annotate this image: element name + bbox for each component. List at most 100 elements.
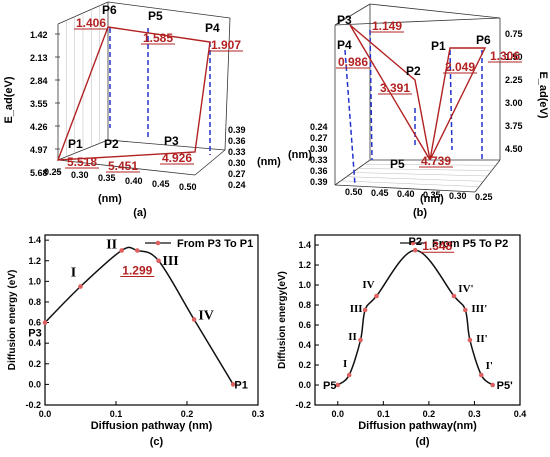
data-point bbox=[490, 382, 495, 388]
panel-label: (b) bbox=[413, 207, 427, 219]
point-label: I bbox=[343, 358, 347, 370]
panel-label: (a) bbox=[133, 207, 147, 219]
x-tick-label: 0.40 bbox=[397, 189, 415, 199]
frame-edge bbox=[194, 149, 226, 176]
point-value-p1: 2.049 bbox=[445, 60, 475, 74]
z-tick-label: 3.75 bbox=[505, 121, 523, 131]
legend-label: From P3 To P1 bbox=[177, 238, 253, 250]
x-tick-label: 0.4 bbox=[514, 409, 527, 419]
x-tick-label: 0.30 bbox=[71, 170, 89, 180]
x-tick-label: 0.25 bbox=[44, 167, 62, 177]
point-label-p2: P2 bbox=[406, 64, 421, 78]
x-tick-label: 0.2 bbox=[423, 409, 436, 419]
z-tick-label: 0.75 bbox=[505, 29, 523, 39]
y-axis-title: (nm) bbox=[257, 156, 281, 168]
x-tick-label: 0.45 bbox=[371, 188, 389, 198]
z-axis-title: E_ad(eV) bbox=[537, 71, 549, 118]
point-value-p5: 1.585 bbox=[143, 31, 173, 45]
diffusion-path bbox=[349, 24, 431, 161]
z-axis-title: E_ad(eV) bbox=[3, 76, 15, 123]
diffusion-path bbox=[56, 26, 211, 161]
point-value-p5: 4.739 bbox=[421, 154, 451, 168]
data-point bbox=[119, 248, 124, 253]
z-tick-label: 3.00 bbox=[505, 98, 523, 108]
y-tick-label: 0.39 bbox=[310, 177, 328, 187]
data-point bbox=[374, 293, 379, 299]
y-tick-label: 0.36 bbox=[228, 136, 246, 146]
y-axis-title: Diffusion energy(eV) bbox=[277, 271, 288, 369]
data-point bbox=[362, 307, 368, 313]
data-point bbox=[346, 372, 352, 378]
panel-a-3d-scatter: 1.42 2.13 2.84 3.55 4.26 4.97 5.680.25 0.30 0.35… bbox=[3, 1, 281, 219]
point-label: II bbox=[106, 237, 117, 252]
point-label: IV' bbox=[458, 283, 473, 295]
point-label-p3: P3 bbox=[337, 13, 352, 27]
frame-edge bbox=[107, 1, 231, 19]
point-label: P3 bbox=[28, 328, 41, 340]
point-label: IV bbox=[198, 308, 214, 323]
y-tick-label: 0.27 bbox=[310, 133, 328, 143]
grid-line bbox=[346, 176, 484, 182]
data-point bbox=[135, 248, 140, 253]
frame-edge bbox=[369, 3, 501, 19]
frame-edge bbox=[224, 17, 231, 151]
x-tick-label: 0.45 bbox=[152, 179, 170, 189]
x-tick-label: 0.25 bbox=[475, 192, 493, 202]
point-value-p3: 4.926 bbox=[162, 151, 192, 165]
point-value-p3: 1.149 bbox=[372, 19, 402, 33]
legend-marker bbox=[410, 240, 416, 246]
z-tick-label: 2.13 bbox=[30, 53, 48, 63]
y-tick-label: 0.36 bbox=[310, 166, 328, 176]
z-tick-label: 2.25 bbox=[505, 75, 523, 85]
y-tick-label: 0.27 bbox=[228, 169, 246, 179]
plot-frame bbox=[314, 234, 521, 406]
point-value-p6: 1.306 bbox=[490, 49, 520, 63]
point-label: I bbox=[71, 266, 76, 281]
y-tick-label: 0.33 bbox=[228, 147, 246, 157]
point-label-p1: P1 bbox=[68, 137, 83, 151]
panel-label: (d) bbox=[415, 436, 429, 448]
x-tick-label: 0.1 bbox=[377, 409, 390, 419]
z-tick-label: 4.26 bbox=[30, 122, 48, 132]
point-value-p2: 5.451 bbox=[108, 159, 138, 173]
point-value-p1: 5.518 bbox=[67, 155, 97, 169]
point-label-p5: P5 bbox=[390, 157, 405, 171]
y-tick-label: 0.24 bbox=[228, 180, 246, 190]
frame-edge bbox=[334, 3, 371, 26]
y-tick-label: 0.4 bbox=[28, 338, 41, 348]
y-tick-label: 0.30 bbox=[310, 144, 328, 154]
z-tick-label: 2.84 bbox=[30, 76, 48, 86]
z-tick-label: 5.68 bbox=[30, 168, 48, 178]
point-label-p1: P1 bbox=[431, 39, 446, 53]
y-tick-label: 1.0 bbox=[28, 276, 41, 286]
data-point bbox=[42, 320, 48, 325]
z-tick-label: 1.42 bbox=[30, 30, 48, 40]
data-point bbox=[463, 307, 468, 313]
y-tick-label: 0.2 bbox=[28, 359, 41, 369]
point-label-p6: P6 bbox=[102, 3, 117, 17]
point-value-p4: 1.907 bbox=[211, 38, 241, 52]
point-label: P5' bbox=[497, 380, 513, 392]
panel-b-3d-scatter: 0.75 1.50 2.25 3.00 3.75 4.50 0.50 0.45 0.40 0.35… bbox=[288, 3, 549, 219]
data-point bbox=[478, 372, 484, 378]
data-point bbox=[467, 337, 473, 343]
z-tick-label: 3.55 bbox=[30, 99, 48, 109]
point-label: I' bbox=[486, 360, 493, 372]
y-tick-label: 1.2 bbox=[298, 260, 311, 270]
y-tick-label: -0.2 bbox=[25, 400, 41, 410]
x-tick-label: 0.0 bbox=[39, 409, 52, 419]
y-tick-label: 0.2 bbox=[298, 360, 311, 370]
y-tick-label: 0.4 bbox=[298, 340, 311, 350]
projection-line bbox=[344, 49, 356, 186]
x-axis-title: (nm) bbox=[420, 193, 444, 205]
legend-marker bbox=[155, 240, 161, 246]
projection-line bbox=[449, 49, 453, 151]
frame-edge bbox=[57, 159, 196, 176]
y-tick-label: 0.30 bbox=[228, 158, 246, 168]
point-label-p4: P4 bbox=[337, 38, 352, 52]
data-point bbox=[451, 293, 457, 299]
diffusion-path bbox=[429, 47, 487, 161]
y-tick-label: 1.2 bbox=[28, 256, 41, 266]
z-tick-label: 1.50 bbox=[505, 52, 523, 62]
